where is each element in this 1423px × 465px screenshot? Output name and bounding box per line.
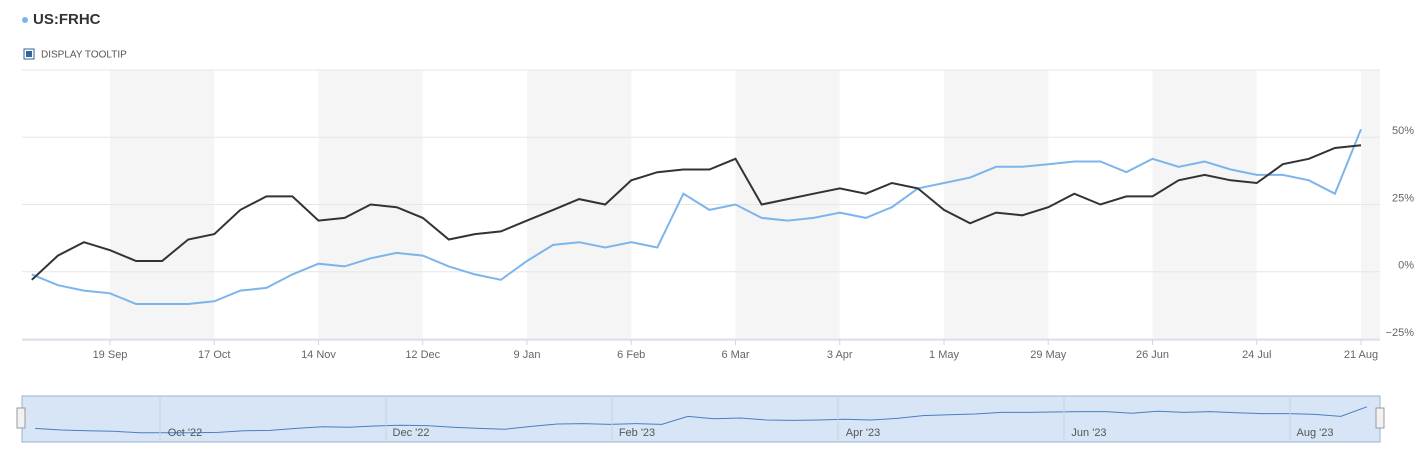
y-tick-label: −25% <box>1386 327 1415 339</box>
navigator-label: Oct '22 <box>168 427 203 439</box>
navigator-label: Dec '22 <box>393 427 430 439</box>
y-tick-label: 25% <box>1392 192 1414 204</box>
navigator-label: Jun '23 <box>1071 427 1106 439</box>
checkbox-mark <box>26 51 32 57</box>
navigator-handle[interactable] <box>1375 407 1385 429</box>
x-tick-label: 6 Mar <box>721 349 749 361</box>
x-tick-label: 12 Dec <box>405 349 440 361</box>
series-line <box>31 144 1362 281</box>
navigator-label: Aug '23 <box>1297 427 1334 439</box>
toggle-label[interactable]: DISPLAY TOOLTIP <box>41 50 127 61</box>
legend-title: US:FRHC <box>33 11 101 28</box>
navigator-handle[interactable] <box>16 407 26 429</box>
x-tick-label: 19 Sep <box>93 349 128 361</box>
navigator-label: Feb '23 <box>619 427 655 439</box>
tooltip-toggle[interactable]: DISPLAY TOOLTIP <box>23 48 127 61</box>
legend-dot <box>22 17 28 23</box>
navigator-line <box>35 406 1368 434</box>
navigator <box>21 395 1381 443</box>
x-tick-label: 21 Aug <box>1344 349 1378 361</box>
x-tick-label: 9 Jan <box>514 349 541 361</box>
x-tick-label: 17 Oct <box>198 349 230 361</box>
navigator-label: Apr '23 <box>846 427 881 439</box>
y-tick-label: 0% <box>1398 260 1414 272</box>
x-tick-label: 26 Jun <box>1136 349 1169 361</box>
series-line <box>31 128 1362 305</box>
x-tick-label: 1 May <box>929 349 959 361</box>
x-tick-label: 14 Nov <box>301 349 336 361</box>
y-tick-label: 50% <box>1392 125 1414 137</box>
x-tick-label: 29 May <box>1030 349 1067 361</box>
x-tick-label: 6 Feb <box>617 349 645 361</box>
x-tick-label: 3 Apr <box>827 349 853 361</box>
x-tick-label: 24 Jul <box>1242 349 1271 361</box>
